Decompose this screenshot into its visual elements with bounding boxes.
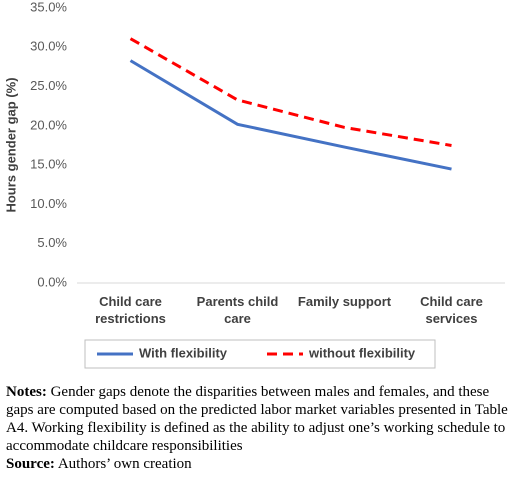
y-axis-title: Hours gender gap (%) bbox=[3, 77, 18, 212]
legend-box bbox=[84, 339, 436, 369]
x-tick-label: Family support bbox=[297, 294, 392, 309]
source-label: Source: bbox=[6, 456, 55, 472]
y-tick-label: 5.0% bbox=[37, 235, 67, 250]
chart: Hours gender gap (%) 0.0% 5.0% 10.0% 15.0% 2… bbox=[3, 0, 505, 369]
y-tick-label: 0.0% bbox=[37, 274, 67, 289]
notes: Notes: Gender gaps denote the disparitie… bbox=[6, 383, 516, 473]
notes-label: Notes: bbox=[6, 384, 47, 400]
notes-text: Gender gaps denote the disparities betwe… bbox=[6, 384, 508, 454]
y-tick-label: 25.0% bbox=[30, 78, 67, 93]
y-tick-label: 20.0% bbox=[30, 117, 67, 132]
x-tick-label: Child care restrictions bbox=[95, 294, 166, 326]
x-tick-label: Parents child care bbox=[196, 294, 279, 326]
y-tick-label: 35.0% bbox=[30, 0, 67, 14]
legend-label: With flexibility bbox=[139, 345, 228, 360]
series-line bbox=[129, 37, 452, 147]
y-tick-label: 10.0% bbox=[30, 196, 67, 211]
y-tick-label: 15.0% bbox=[30, 157, 67, 172]
x-tick-label: Child care services bbox=[420, 294, 483, 326]
series-line bbox=[129, 59, 452, 171]
y-tick-label: 30.0% bbox=[30, 39, 67, 54]
legend-label: without flexibility bbox=[308, 345, 416, 360]
source-text: Authors’ own creation bbox=[57, 456, 192, 472]
